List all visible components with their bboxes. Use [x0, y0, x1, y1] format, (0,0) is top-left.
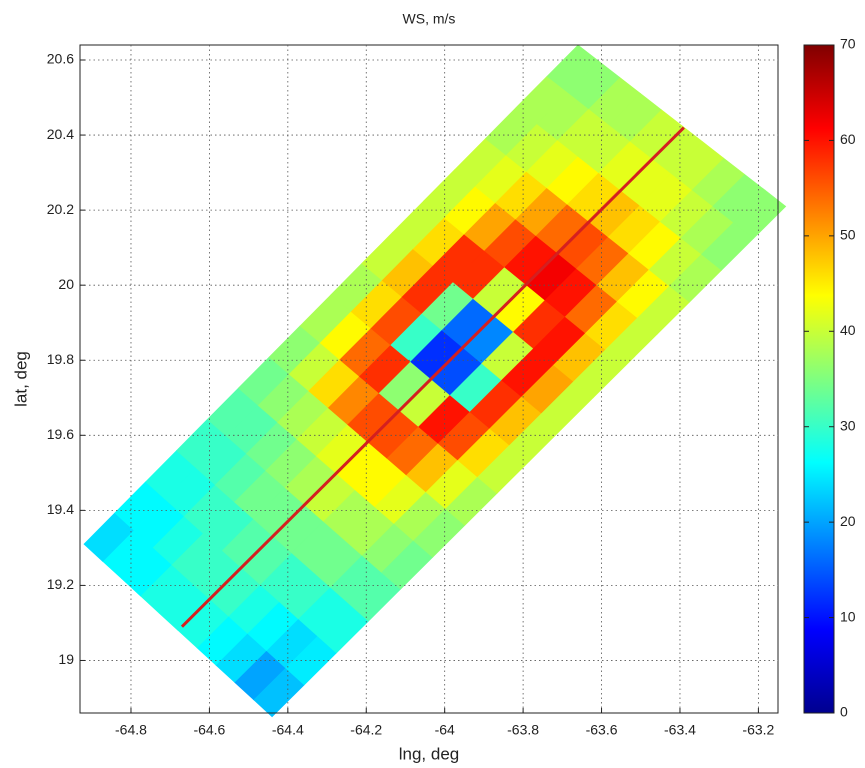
y-tick-label: 20	[58, 276, 74, 292]
colorbar-tick-label: 20	[840, 513, 856, 529]
x-tick-label: -64.6	[193, 722, 225, 738]
x-tick-label: -63.8	[507, 722, 539, 738]
y-tick-label: 19	[58, 651, 74, 667]
y-tick-label: 20.2	[47, 201, 74, 217]
colorbar-tick-label: 0	[840, 704, 848, 720]
x-tick-label: -64.2	[350, 722, 382, 738]
colorbar-tick-label: 60	[840, 131, 856, 147]
x-tick-label: -64	[435, 722, 455, 738]
y-tick-label: 19.8	[47, 351, 74, 367]
colorbar-tick-label: 30	[840, 417, 856, 433]
track-line	[180, 126, 685, 628]
chart-title: WS, m/s	[403, 11, 456, 27]
x-tick-label: -64.8	[115, 722, 147, 738]
colorbar	[803, 44, 835, 714]
colorbar-tick-label: 50	[840, 227, 856, 243]
y-tick-label: 20.6	[47, 51, 74, 67]
y-tick-label: 20.4	[47, 126, 74, 142]
x-tick-label: -63.2	[742, 722, 774, 738]
y-axis-label: lat, deg	[11, 351, 30, 407]
y-tick-label: 19.6	[47, 426, 74, 442]
x-tick-label: -63.6	[586, 722, 618, 738]
x-tick-label: -63.4	[664, 722, 696, 738]
colorbar-tick-label: 10	[840, 608, 856, 624]
x-tick-label: -64.4	[272, 722, 304, 738]
x-axis-label: lng, deg	[399, 744, 460, 763]
y-tick-label: 19.2	[47, 576, 74, 592]
colorbar-tick-label: 70	[840, 36, 856, 52]
colorbar-tick-label: 40	[840, 322, 856, 338]
plot-frame	[79, 44, 779, 714]
y-tick-label: 19.4	[47, 501, 74, 517]
